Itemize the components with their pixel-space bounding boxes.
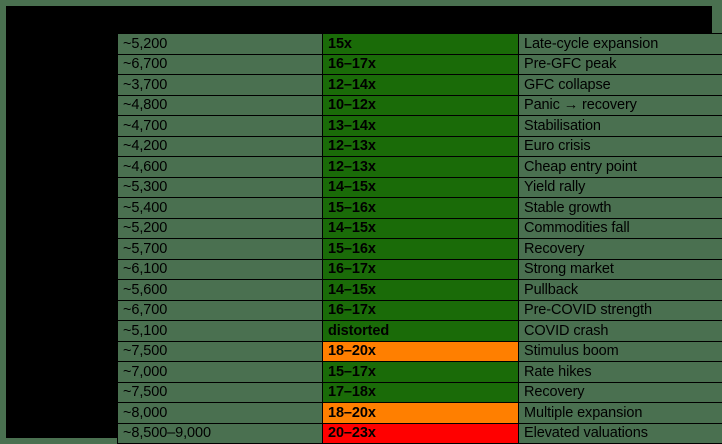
table-row[interactable]: ~5,400 15–16x Stable growth [117,197,722,219]
cell-pe-multiple[interactable]: 14–15x [322,217,519,239]
cell-pe-multiple[interactable]: 12–13x [322,135,519,157]
cell-pe-multiple[interactable]: distorted [322,320,519,342]
cell-commentary[interactable]: Stabilisation [518,115,722,137]
cell-index-level[interactable]: ~5,300 [117,176,323,198]
cell-commentary[interactable]: Strong market [518,258,722,280]
cell-pe-multiple[interactable]: 15x [322,33,519,55]
cell-commentary[interactable]: Recovery [518,238,722,260]
cell-index-level[interactable]: ~5,200 [117,33,323,55]
valuation-table: ~5,200 15x Late-cycle expansion ~6,700 16–17… [117,33,722,444]
cell-pe-multiple[interactable]: 14–15x [322,279,519,301]
cell-commentary[interactable]: Panic → recovery [518,94,722,116]
cell-pe-multiple[interactable]: 18–20x [322,340,519,362]
table-row[interactable]: ~3,700 12–14x GFC collapse [117,74,722,96]
cell-index-level[interactable]: ~4,800 [117,94,323,116]
table-row[interactable]: ~4,800 10–12x Panic → recovery [117,94,722,116]
cell-pe-multiple[interactable]: 15–17x [322,361,519,383]
cell-commentary[interactable]: Rate hikes [518,361,722,383]
cell-index-level[interactable]: ~4,600 [117,156,323,178]
cell-index-level[interactable]: ~5,700 [117,238,323,260]
table-row[interactable]: ~5,200 15x Late-cycle expansion [117,33,722,55]
table-row[interactable]: ~7,500 17–18x Recovery [117,381,722,403]
table-row[interactable]: ~7,500 18–20x Stimulus boom [117,340,722,362]
cell-pe-multiple[interactable]: 17–18x [322,381,519,403]
cell-index-level[interactable]: ~5,400 [117,197,323,219]
cell-index-level[interactable]: ~5,100 [117,320,323,342]
cell-index-level[interactable]: ~5,600 [117,279,323,301]
cell-index-level[interactable]: ~5,200 [117,217,323,239]
cell-commentary[interactable]: Yield rally [518,176,722,198]
cell-commentary[interactable]: GFC collapse [518,74,722,96]
cell-index-level[interactable]: ~8,000 [117,402,323,424]
cell-pe-multiple[interactable]: 20–23x [322,422,519,444]
cell-pe-multiple[interactable]: 12–14x [322,74,519,96]
cell-index-level[interactable]: ~6,700 [117,53,323,75]
cell-index-level[interactable]: ~7,500 [117,340,323,362]
cell-pe-multiple[interactable]: 15–16x [322,197,519,219]
table-row[interactable]: ~5,100 distorted COVID crash [117,320,722,342]
table-row[interactable]: ~5,300 14–15x Yield rally [117,176,722,198]
table-row[interactable]: ~5,700 15–16x Recovery [117,238,722,260]
cell-pe-multiple[interactable]: 14–15x [322,176,519,198]
table-row[interactable]: ~6,700 16–17x Pre-COVID strength [117,299,722,321]
cell-commentary[interactable]: Recovery [518,381,722,403]
cell-commentary[interactable]: Commodities fall [518,217,722,239]
cell-commentary[interactable]: Late-cycle expansion [518,33,722,55]
cell-pe-multiple[interactable]: 13–14x [322,115,519,137]
cell-commentary[interactable]: Pullback [518,279,722,301]
cell-commentary[interactable]: Stimulus boom [518,340,722,362]
cell-commentary[interactable]: Pre-GFC peak [518,53,722,75]
cell-pe-multiple[interactable]: 12–13x [322,156,519,178]
cell-pe-multiple[interactable]: 16–17x [322,53,519,75]
cell-index-level[interactable]: ~3,700 [117,74,323,96]
cell-pe-multiple[interactable]: 18–20x [322,402,519,424]
cell-index-level[interactable]: ~4,200 [117,135,323,157]
cell-commentary[interactable]: Euro crisis [518,135,722,157]
table-row[interactable]: ~5,600 14–15x Pullback [117,279,722,301]
table-row[interactable]: ~6,100 16–17x Strong market [117,258,722,280]
table-row[interactable]: ~4,700 13–14x Stabilisation [117,115,722,137]
table-row[interactable]: ~4,600 12–13x Cheap entry point [117,156,722,178]
cell-pe-multiple[interactable]: 16–17x [322,258,519,280]
cell-commentary[interactable]: Cheap entry point [518,156,722,178]
cell-index-level[interactable]: ~7,000 [117,361,323,383]
cell-pe-multiple[interactable]: 16–17x [322,299,519,321]
cell-commentary[interactable]: Elevated valuations [518,422,722,444]
cell-index-level[interactable]: ~8,500–9,000 [117,422,323,444]
table-row[interactable]: ~6,700 16–17x Pre-GFC peak [117,53,722,75]
cell-index-level[interactable]: ~6,100 [117,258,323,280]
cell-pe-multiple[interactable]: 15–16x [322,238,519,260]
table-row[interactable]: ~4,200 12–13x Euro crisis [117,135,722,157]
cell-index-level[interactable]: ~6,700 [117,299,323,321]
cell-pe-multiple[interactable]: 10–12x [322,94,519,116]
table-row[interactable]: ~8,000 18–20x Multiple expansion [117,402,722,424]
table-row[interactable]: ~8,500–9,000 20–23x Elevated valuations [117,422,722,444]
table-body: ~5,200 15x Late-cycle expansion ~6,700 16–17… [117,33,722,444]
table-row[interactable]: ~5,200 14–15x Commodities fall [117,217,722,239]
cell-commentary[interactable]: Pre-COVID strength [518,299,722,321]
cell-index-level[interactable]: ~7,500 [117,381,323,403]
cell-index-level[interactable]: ~4,700 [117,115,323,137]
cell-commentary[interactable]: COVID crash [518,320,722,342]
cell-commentary[interactable]: Stable growth [518,197,722,219]
table-row[interactable]: ~7,000 15–17x Rate hikes [117,361,722,383]
cell-commentary[interactable]: Multiple expansion [518,402,722,424]
